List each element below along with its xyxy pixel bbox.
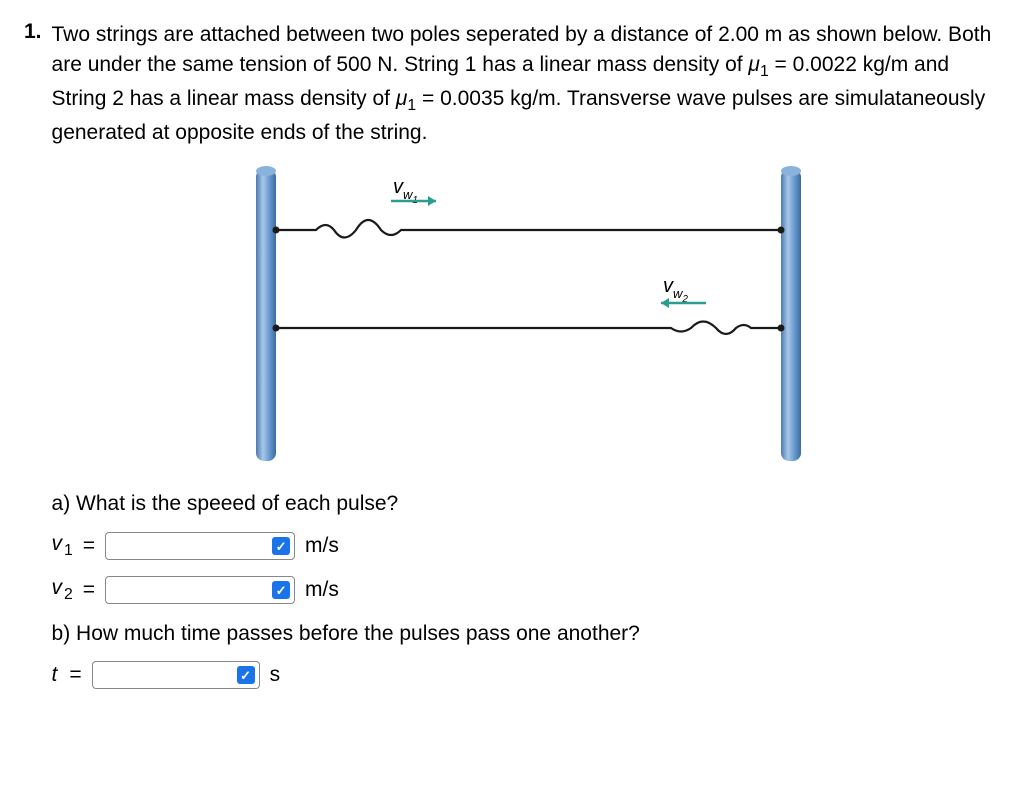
eq1: =	[769, 53, 793, 76]
check-icon: ✓	[237, 666, 255, 684]
v2-var: v2	[52, 573, 73, 607]
physics-diagram: vw1 vw2	[52, 165, 1000, 465]
val-mu2: 0.0035 kg/m	[440, 87, 556, 110]
left-pole-top	[256, 166, 276, 176]
problem-body: Two strings are attached between two pol…	[52, 20, 1000, 700]
t-input[interactable]: ✓	[92, 661, 260, 689]
val-distance: 2.00 m	[718, 23, 782, 46]
v2-eq: =	[83, 575, 95, 605]
string1-right-node	[777, 226, 784, 233]
val-tension: 500 N	[336, 53, 392, 76]
text-3: . String 1 has a linear mass density of	[392, 53, 748, 76]
string-1	[276, 220, 781, 238]
val-mu1: 0.0022 kg/m	[793, 53, 909, 76]
t-unit: s	[270, 660, 281, 690]
right-pole-top	[781, 166, 801, 176]
vw1-arrow-head	[428, 196, 436, 206]
string2-left-node	[272, 324, 279, 331]
answer-v2-row: v2 = ✓ m/s	[52, 573, 1000, 607]
mu1-symbol: μ	[748, 53, 760, 76]
problem-container: 1. Two strings are attached between two …	[24, 20, 1000, 700]
v1-input[interactable]: ✓	[105, 532, 295, 560]
v1-eq: =	[83, 531, 95, 561]
v1-var: v1	[52, 529, 73, 563]
v2-unit: m/s	[305, 575, 339, 605]
t-eq: =	[69, 660, 81, 690]
vw2-arrow-head	[661, 298, 669, 308]
mu2-symbol: μ	[396, 87, 408, 110]
part-b-label: b) How much time passes before the pulse…	[52, 619, 1000, 649]
answer-t-row: t = ✓ s	[52, 660, 1000, 690]
string2-right-node	[777, 324, 784, 331]
string-2	[276, 321, 781, 334]
mu2-sub: 1	[407, 98, 416, 115]
answer-v1-row: v1 = ✓ m/s	[52, 529, 1000, 563]
v2-input[interactable]: ✓	[105, 576, 295, 604]
string1-left-node	[272, 226, 279, 233]
t-var: t	[52, 660, 58, 690]
mu1-sub: 1	[760, 64, 769, 81]
v1-unit: m/s	[305, 531, 339, 561]
part-a-label: a) What is the speeed of each pulse?	[52, 489, 1000, 519]
right-pole	[781, 169, 801, 461]
check-icon: ✓	[272, 581, 290, 599]
diagram-svg: vw1 vw2	[226, 165, 826, 465]
eq2: =	[416, 87, 440, 110]
left-pole	[256, 169, 276, 461]
text-1: Two strings are attached between two pol…	[52, 23, 719, 46]
problem-number: 1.	[24, 20, 42, 44]
check-icon: ✓	[272, 537, 290, 555]
